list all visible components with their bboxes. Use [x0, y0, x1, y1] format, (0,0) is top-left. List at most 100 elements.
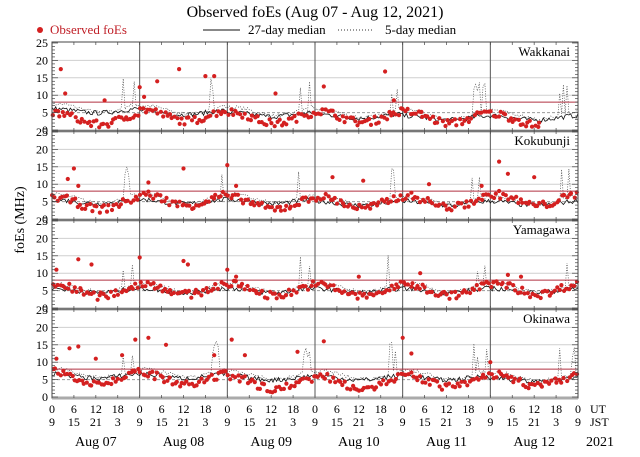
data-point	[264, 122, 269, 128]
data-point	[497, 188, 502, 194]
x-tick-label-jst: 15	[68, 415, 80, 429]
data-point	[325, 371, 330, 377]
data-point	[151, 196, 156, 201]
data-point	[516, 200, 521, 206]
data-point	[305, 287, 311, 292]
data-point	[72, 285, 77, 290]
x-tick-label-jst: 15	[156, 415, 168, 429]
data-point	[384, 196, 389, 202]
data-point	[371, 201, 376, 206]
data-point	[143, 284, 148, 289]
data-point	[245, 283, 250, 289]
data-point	[417, 200, 423, 205]
data-point	[60, 194, 65, 199]
data-point	[212, 353, 217, 358]
y-tick-label: 10	[36, 355, 48, 369]
data-point	[269, 205, 274, 210]
data-point	[405, 106, 410, 111]
data-point	[321, 84, 326, 89]
data-point	[106, 124, 111, 129]
data-point	[158, 193, 163, 198]
x-tick-label-ut: 18	[375, 402, 387, 416]
series-observed-foes	[50, 159, 579, 215]
day-label: Aug 12	[513, 435, 555, 450]
data-point	[513, 117, 518, 122]
data-point	[109, 120, 114, 126]
data-point	[405, 193, 410, 198]
data-point	[83, 206, 88, 211]
data-point	[520, 200, 525, 205]
data-point	[437, 384, 442, 389]
data-point	[567, 287, 572, 292]
data-point	[110, 376, 116, 381]
data-point	[489, 284, 494, 290]
data-point	[282, 208, 287, 213]
data-point	[91, 290, 96, 295]
data-point	[338, 379, 343, 384]
data-point	[504, 285, 509, 290]
data-point	[500, 280, 505, 286]
data-point	[182, 122, 187, 127]
data-point	[443, 123, 448, 129]
data-point	[376, 120, 381, 125]
data-point	[106, 296, 111, 301]
data-point	[214, 377, 219, 382]
data-point	[417, 374, 423, 379]
data-point	[366, 385, 371, 390]
y-tick-label: 10	[36, 88, 48, 102]
data-point	[406, 372, 411, 377]
data-point	[173, 199, 178, 204]
data-point	[415, 378, 420, 383]
data-point	[303, 284, 308, 289]
legend-27day-label: 27-day median	[248, 22, 326, 37]
data-point	[162, 286, 168, 292]
data-point	[517, 376, 523, 381]
data-point	[427, 116, 432, 121]
data-point	[331, 283, 336, 288]
data-point	[234, 274, 239, 279]
y-tick-label: 20	[36, 231, 48, 245]
data-point	[297, 202, 302, 208]
data-point	[255, 114, 260, 119]
data-point	[70, 373, 75, 379]
data-point	[97, 125, 102, 130]
y-tick-label: 5	[42, 284, 48, 298]
day-label: Aug 10	[338, 435, 380, 450]
station-label: Kokubunji	[514, 133, 570, 148]
x-tick-label-ut: 6	[334, 402, 340, 416]
data-point	[94, 118, 99, 123]
data-point	[175, 116, 180, 121]
data-point	[440, 119, 445, 124]
data-point	[113, 288, 118, 293]
data-point	[145, 374, 151, 379]
x-tick-label-ut: 0	[575, 402, 581, 416]
data-point	[234, 183, 239, 188]
data-point	[155, 111, 160, 116]
data-point	[565, 378, 570, 384]
data-point	[396, 113, 402, 118]
x-tick-label-ut: 12	[178, 402, 190, 416]
station-label: Yamagawa	[513, 222, 570, 237]
data-point	[79, 288, 84, 293]
data-point	[486, 281, 491, 286]
data-point	[165, 378, 170, 383]
data-point	[97, 210, 102, 215]
data-point	[94, 204, 99, 209]
data-point	[476, 196, 481, 201]
data-point	[527, 118, 532, 123]
data-point	[378, 382, 384, 387]
x-tick-label-jst: 3	[378, 415, 384, 429]
data-point	[212, 74, 217, 79]
data-point	[284, 122, 289, 127]
data-point	[196, 379, 202, 384]
data-point	[231, 112, 236, 117]
data-point	[554, 380, 559, 385]
data-point	[236, 373, 241, 378]
data-point	[398, 193, 403, 198]
data-point	[395, 372, 400, 377]
data-point	[525, 291, 530, 296]
data-point	[557, 287, 562, 293]
data-point	[439, 387, 445, 392]
data-point	[138, 280, 143, 285]
data-point	[272, 389, 278, 394]
